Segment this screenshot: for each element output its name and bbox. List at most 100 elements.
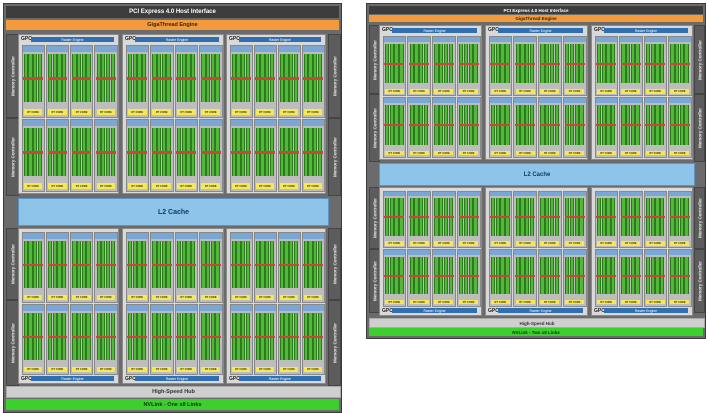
memory-controller: Memory Controller — [694, 94, 705, 162]
sm-header — [95, 232, 117, 239]
streaming-multiprocessor: RT CORE — [301, 231, 325, 303]
memory-controller: Memory Controller — [328, 228, 341, 300]
rt-core: RT CORE — [621, 150, 641, 156]
register-file-strip — [564, 216, 585, 219]
sm-header — [383, 250, 406, 255]
rt-core: RT CORE — [23, 366, 43, 373]
sm-header — [457, 250, 480, 255]
streaming-multiprocessor: RT CORE — [407, 35, 431, 96]
sm-header — [563, 98, 586, 104]
nvlink-interface: NVLink - Two x8 Links — [369, 328, 703, 336]
streaming-multiprocessor: RT CORE — [382, 35, 407, 96]
rt-core: RT CORE — [176, 294, 196, 301]
sm-header — [46, 232, 68, 239]
sm-header — [644, 98, 666, 104]
register-file-strip — [279, 335, 299, 338]
nvlink-interface: NVLink - One x8 Links — [6, 399, 339, 410]
rt-core: RT CORE — [645, 89, 665, 94]
memory-controller-label: Memory Controller — [10, 55, 15, 97]
register-file-strip — [127, 335, 148, 338]
l2-cache: L2 Cache — [379, 163, 695, 186]
memory-controller-label: Memory Controller — [697, 260, 702, 302]
sm-header — [669, 98, 691, 104]
register-file-strip — [255, 263, 275, 266]
rt-core: RT CORE — [384, 299, 404, 305]
streaming-multiprocessor: RT CORE — [229, 44, 253, 118]
register-file-strip — [96, 77, 116, 80]
streaming-multiprocessor: RT CORE — [668, 97, 692, 158]
streaming-multiprocessor: RT CORE — [432, 35, 456, 96]
memory-controller-label: Memory Controller — [697, 107, 702, 149]
rt-core: RT CORE — [201, 294, 221, 301]
raster-engine: Raster Engine — [238, 37, 322, 42]
rt-core: RT CORE — [565, 241, 585, 246]
sm-header — [175, 119, 197, 126]
streaming-multiprocessor: RT CORE — [456, 35, 481, 96]
memory-controller-label: Memory Controller — [697, 197, 702, 239]
streaming-multiprocessor: RT CORE — [174, 231, 198, 303]
sm-header — [22, 304, 44, 311]
high-speed-hub: High-Speed Hub — [369, 318, 705, 328]
register-file-strip — [279, 263, 299, 266]
register-file-strip — [96, 335, 116, 338]
streaming-multiprocessor: RT CORE — [150, 303, 174, 375]
rt-core: RT CORE — [303, 366, 323, 373]
rt-core: RT CORE — [279, 294, 299, 301]
register-file-strip — [669, 216, 690, 219]
sm-header — [95, 45, 117, 52]
sm-header — [254, 304, 276, 311]
streaming-multiprocessor: RT CORE — [619, 190, 643, 248]
register-file-strip — [458, 124, 479, 127]
sm-header — [230, 304, 252, 311]
gpc-block: GPC Raster Engine RT CORE RT CORE RT CORE RT … — [226, 34, 326, 194]
register-file-strip — [151, 151, 172, 154]
register-file-strip — [23, 335, 43, 338]
l2-cache: L2 Cache — [18, 198, 329, 226]
register-file-strip — [71, 77, 92, 80]
gpc-block: GPC Raster Engine RT CORE RT CORE RT CORE RT … — [122, 228, 224, 384]
sm-header — [46, 119, 68, 126]
register-file-strip — [255, 151, 275, 154]
streaming-multiprocessor: RT CORE — [125, 44, 149, 118]
streaming-multiprocessor: RT CORE — [70, 303, 94, 375]
register-file-strip — [47, 263, 68, 266]
gpc-label: GPC — [594, 27, 605, 33]
register-file-strip — [384, 274, 405, 277]
memory-controller: Memory Controller — [328, 300, 341, 386]
rt-core: RT CORE — [621, 89, 641, 94]
rt-core: RT CORE — [515, 150, 535, 156]
register-file-strip — [47, 77, 68, 80]
register-file-strip — [151, 335, 172, 338]
register-file-strip — [515, 124, 536, 127]
raster-engine: Raster Engine — [135, 376, 219, 381]
streaming-multiprocessor: RT CORE — [199, 231, 223, 303]
register-file-strip — [645, 124, 666, 127]
raster-engine: Raster Engine — [498, 308, 583, 313]
register-file-strip — [564, 124, 585, 127]
memory-controller-label: Memory Controller — [10, 136, 15, 178]
register-file-strip — [231, 151, 251, 154]
rt-core: RT CORE — [645, 299, 665, 305]
register-file-strip — [23, 151, 43, 154]
register-file-strip — [564, 274, 585, 277]
streaming-multiprocessor: RT CORE — [488, 97, 513, 158]
streaming-multiprocessor: RT CORE — [21, 118, 45, 192]
sm-header — [489, 36, 512, 42]
register-file-strip — [151, 77, 172, 80]
sm-header — [433, 191, 455, 197]
sm-header — [669, 250, 691, 255]
sm-header — [457, 98, 480, 104]
streaming-multiprocessor: RT CORE — [150, 231, 174, 303]
sm-header — [433, 36, 455, 42]
register-file-strip — [409, 124, 430, 127]
rt-core: RT CORE — [459, 150, 479, 156]
gpc-label: GPC — [229, 36, 240, 42]
gpc-block: GPC Raster Engine RT CORE RT CORE RT CORE RT … — [18, 34, 119, 194]
register-file-strip — [47, 151, 68, 154]
rt-core: RT CORE — [409, 150, 429, 156]
streaming-multiprocessor: RT CORE — [94, 118, 118, 192]
register-file-strip — [71, 151, 92, 154]
register-file-strip — [433, 62, 454, 65]
rt-core: RT CORE — [201, 183, 221, 190]
sm-header — [620, 191, 642, 197]
